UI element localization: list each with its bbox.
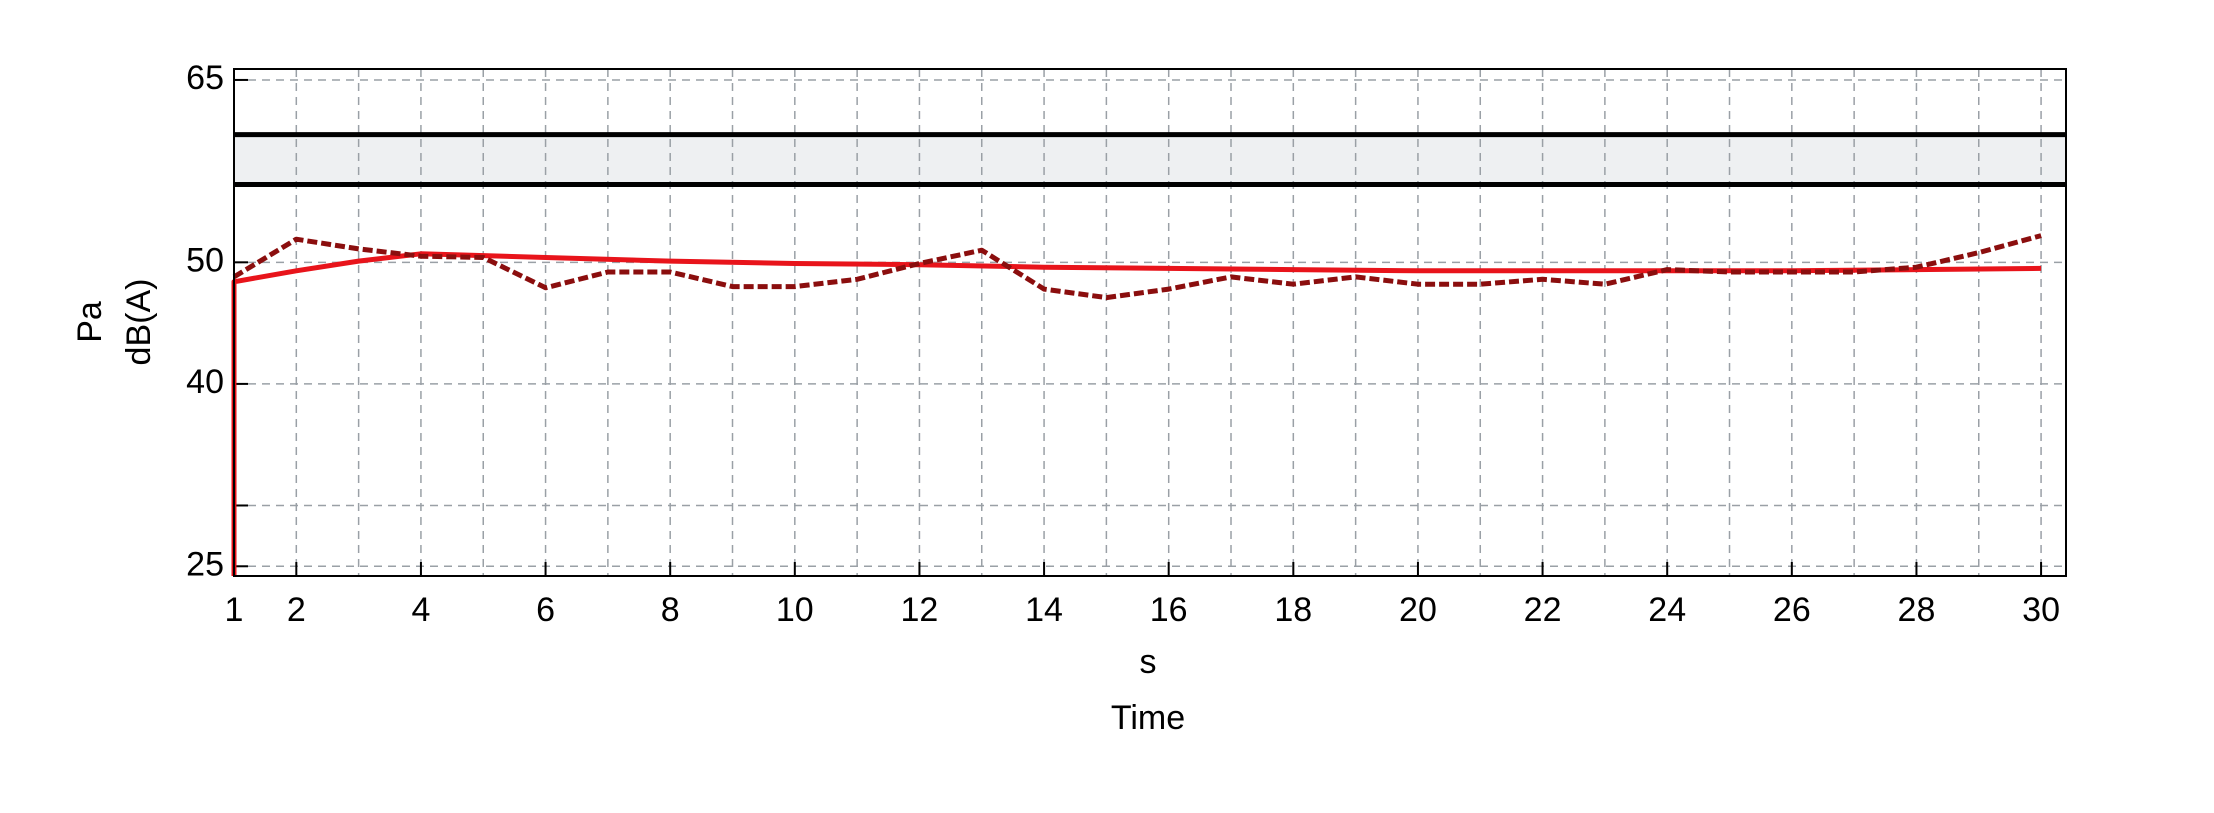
x-axis-label: Time [1111,699,1185,737]
x-tick-label: 1 [225,591,244,629]
x-tick-label: 30 [2022,591,2060,629]
x-tick-label: 6 [536,591,555,629]
x-tick-label: 20 [1399,591,1437,629]
y-tick-label: 65 [186,59,224,97]
x-tick-label: 14 [1025,591,1063,629]
y-tick-label: 25 [186,545,224,583]
x-tick-label: 24 [1648,591,1686,629]
y-axis-unit: Pa [71,301,109,343]
limit-band [234,134,2066,185]
plot-frame [233,68,2067,577]
x-tick-label: 12 [901,591,939,629]
y-tick-label: 50 [186,241,224,279]
y-tick-label: 40 [186,363,224,401]
x-tick-label: 4 [411,591,430,629]
x-tick-label: 26 [1773,591,1811,629]
y-axis-label: dB(A) [120,279,158,366]
series-line [232,233,2042,301]
x-tick-label: 16 [1150,591,1188,629]
x-tick-label: 2 [287,591,306,629]
x-axis-unit: s [1140,643,1157,681]
x-tick-label: 28 [1898,591,1936,629]
series-line [231,251,2042,576]
x-tick-label: 8 [661,591,680,629]
x-tick-label: 10 [776,591,814,629]
x-tick-label: 18 [1274,591,1312,629]
x-tick-label: 22 [1524,591,1562,629]
